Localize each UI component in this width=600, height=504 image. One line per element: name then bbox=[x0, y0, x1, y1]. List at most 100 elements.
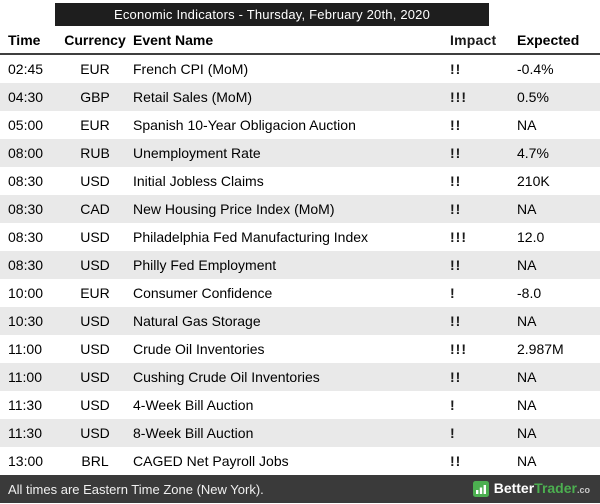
col-header-time: Time bbox=[8, 31, 41, 48]
event-name-cell: Consumer Confidence bbox=[133, 285, 273, 301]
table-row: 08:00 RUB Unemployment Rate !! 4.7% bbox=[0, 139, 600, 167]
indicators-table: Time Currency Event Name Impact Expected… bbox=[0, 26, 600, 475]
currency-cell: EUR bbox=[80, 285, 110, 301]
event-name-cell: 8-Week Bill Auction bbox=[133, 425, 254, 441]
expected-cell: NA bbox=[517, 425, 537, 441]
table-row: 11:00 USD Cushing Crude Oil Inventories … bbox=[0, 363, 600, 391]
expected-cell: 210K bbox=[517, 173, 550, 189]
event-name-cell: Philly Fed Employment bbox=[133, 257, 277, 273]
time-cell: 13:00 bbox=[8, 453, 44, 469]
currency-cell: RUB bbox=[80, 145, 110, 161]
table-row: 11:30 USD 8-Week Bill Auction ! NA bbox=[0, 419, 600, 447]
time-cell: 08:30 bbox=[8, 257, 44, 273]
impact-cell: !! bbox=[450, 61, 462, 77]
impact-cell: !! bbox=[450, 173, 462, 189]
time-cell: 11:00 bbox=[8, 341, 42, 357]
expected-cell: NA bbox=[517, 397, 537, 413]
impact-cell: !! bbox=[450, 313, 462, 329]
event-name-cell: Crude Oil Inventories bbox=[133, 341, 265, 357]
expected-cell: NA bbox=[517, 117, 537, 133]
event-name-cell: French CPI (MoM) bbox=[133, 61, 249, 77]
event-name-cell: Unemployment Rate bbox=[133, 145, 261, 161]
bar-chart-icon bbox=[472, 481, 489, 497]
table-row: 11:00 USD Crude Oil Inventories !!! 2.98… bbox=[0, 335, 600, 363]
event-name-cell: Cushing Crude Oil Inventories bbox=[133, 369, 320, 385]
currency-cell: CAD bbox=[80, 201, 110, 217]
impact-cell: !! bbox=[450, 453, 462, 469]
table-row: 13:00 BRL CAGED Net Payroll Jobs !! NA bbox=[0, 447, 600, 475]
expected-cell: 0.5% bbox=[517, 89, 549, 105]
event-name-cell: 4-Week Bill Auction bbox=[133, 397, 254, 413]
brand-trader: Trader bbox=[534, 480, 577, 496]
time-cell: 05:00 bbox=[8, 117, 44, 133]
event-name-cell: CAGED Net Payroll Jobs bbox=[133, 453, 289, 469]
col-header-event-name: Event Name bbox=[133, 31, 214, 48]
table-row: 08:30 USD Philadelphia Fed Manufacturing… bbox=[0, 223, 600, 251]
time-cell: 04:30 bbox=[8, 89, 44, 105]
bettertrader-logo[interactable]: BetterTrader.co bbox=[472, 480, 590, 498]
expected-cell: -0.4% bbox=[517, 61, 554, 77]
time-cell: 11:30 bbox=[8, 397, 42, 413]
expected-cell: NA bbox=[517, 201, 537, 217]
currency-cell: GBP bbox=[80, 89, 110, 105]
footer-bar: All times are Eastern Time Zone (New Yor… bbox=[0, 475, 600, 503]
impact-cell: ! bbox=[450, 285, 456, 301]
currency-cell: EUR bbox=[80, 117, 110, 133]
col-header-expected: Expected bbox=[517, 31, 580, 48]
table-row: 10:30 USD Natural Gas Storage !! NA bbox=[0, 307, 600, 335]
page-title: Economic Indicators - Thursday, February… bbox=[113, 7, 431, 22]
currency-cell: USD bbox=[80, 341, 110, 357]
currency-cell: USD bbox=[80, 369, 110, 385]
table-row: 04:30 GBP Retail Sales (MoM) !!! 0.5% bbox=[0, 83, 600, 111]
event-name-cell: Initial Jobless Claims bbox=[133, 173, 264, 189]
table-header-row: Time Currency Event Name Impact Expected bbox=[0, 26, 600, 55]
currency-cell: USD bbox=[80, 313, 110, 329]
time-cell: 11:00 bbox=[8, 369, 42, 385]
impact-cell: !!! bbox=[450, 341, 467, 357]
brand-suffix: .co bbox=[576, 485, 590, 495]
impact-cell: ! bbox=[450, 425, 456, 441]
time-cell: 10:00 bbox=[8, 285, 44, 301]
table-body: 02:45 EUR French CPI (MoM) !! -0.4% 04:3… bbox=[0, 55, 600, 475]
time-cell: 10:30 bbox=[8, 313, 44, 329]
economic-indicators-widget: Economic Indicators - Thursday, February… bbox=[0, 3, 600, 503]
time-cell: 08:00 bbox=[8, 145, 44, 161]
time-cell: 08:30 bbox=[8, 201, 44, 217]
col-header-impact: Impact bbox=[450, 31, 497, 48]
expected-cell: 12.0 bbox=[517, 229, 545, 245]
time-cell: 08:30 bbox=[8, 173, 44, 189]
currency-cell: USD bbox=[80, 257, 110, 273]
brand-text: BetterTrader.co bbox=[494, 480, 590, 498]
expected-cell: -8.0 bbox=[517, 285, 542, 301]
table-row: 11:30 USD 4-Week Bill Auction ! NA bbox=[0, 391, 600, 419]
expected-cell: NA bbox=[517, 453, 537, 469]
impact-cell: !! bbox=[450, 145, 462, 161]
event-name-cell: Natural Gas Storage bbox=[133, 313, 261, 329]
currency-cell: USD bbox=[80, 397, 110, 413]
table-row: 05:00 EUR Spanish 10-Year Obligacion Auc… bbox=[0, 111, 600, 139]
impact-cell: !!! bbox=[450, 229, 467, 245]
table-row: 08:30 USD Philly Fed Employment !! NA bbox=[0, 251, 600, 279]
currency-cell: USD bbox=[80, 425, 110, 441]
table-row: 02:45 EUR French CPI (MoM) !! -0.4% bbox=[0, 55, 600, 83]
event-name-cell: New Housing Price Index (MoM) bbox=[133, 201, 335, 217]
brand-better: Better bbox=[493, 480, 535, 496]
currency-cell: EUR bbox=[80, 61, 110, 77]
table-row: 08:30 CAD New Housing Price Index (MoM) … bbox=[0, 195, 600, 223]
title-bar: Economic Indicators - Thursday, February… bbox=[55, 3, 489, 26]
time-cell: 11:30 bbox=[8, 425, 42, 441]
currency-cell: BRL bbox=[81, 453, 109, 469]
event-name-cell: Retail Sales (MoM) bbox=[133, 89, 253, 105]
table-row: 10:00 EUR Consumer Confidence ! -8.0 bbox=[0, 279, 600, 307]
impact-cell: !! bbox=[450, 369, 462, 385]
expected-cell: NA bbox=[517, 369, 537, 385]
col-header-currency: Currency bbox=[64, 31, 126, 48]
expected-cell: 2.987M bbox=[517, 341, 564, 357]
impact-cell: !!! bbox=[450, 89, 467, 105]
impact-cell: !! bbox=[450, 257, 462, 273]
expected-cell: NA bbox=[517, 257, 537, 273]
timezone-note: All times are Eastern Time Zone (New Yor… bbox=[8, 481, 264, 497]
expected-cell: 4.7% bbox=[517, 145, 549, 161]
impact-cell: !! bbox=[450, 201, 462, 217]
time-cell: 08:30 bbox=[8, 229, 44, 245]
